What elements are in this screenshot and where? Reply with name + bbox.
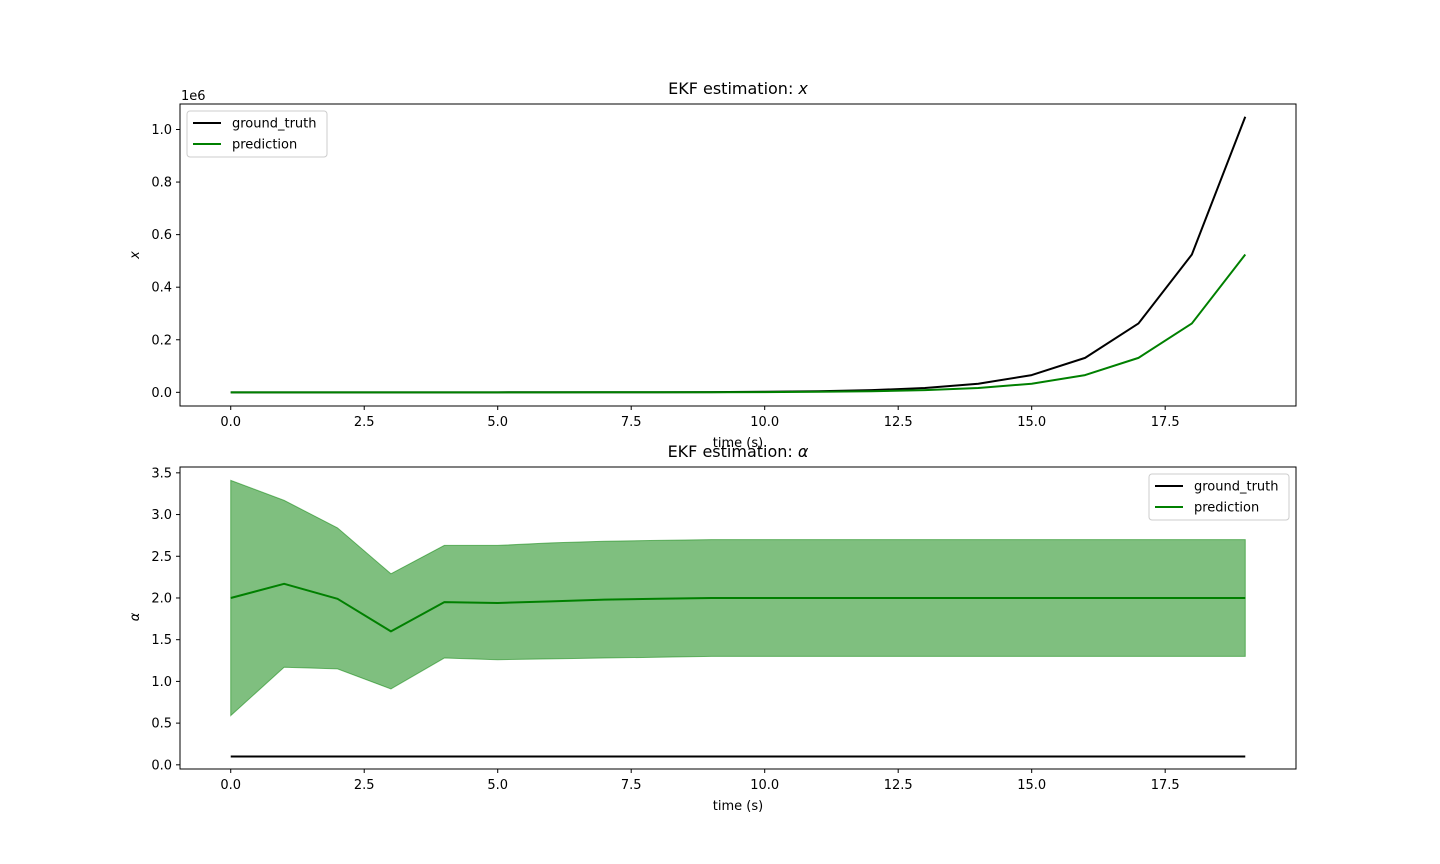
x-tick-label: 17.5	[1151, 778, 1180, 793]
series-line-prediction	[230, 582, 1246, 633]
legend: ground_truth prediction	[1148, 473, 1290, 521]
x-tick-label: 12.5	[884, 415, 913, 430]
legend-label: prediction	[232, 138, 297, 153]
x-ticks: 0.0 2.5 5.0 7.5 10.0 12.5 15.0 17.5	[220, 406, 1180, 430]
y-tick-label: 1.5	[151, 633, 172, 648]
x-axis-label: time (s)	[713, 436, 763, 451]
plot-area	[230, 479, 1246, 758]
offset-label: 1e6	[181, 89, 206, 104]
y-tick-label: 3.0	[151, 508, 172, 523]
y-tick-label: 1.0	[151, 123, 172, 138]
chart-title: EKF estimation: α	[668, 442, 809, 461]
x-tick-label: 7.5	[621, 778, 642, 793]
x-ticks: 0.0 2.5 5.0 7.5 10.0 12.5 15.0 17.5	[220, 769, 1180, 793]
y-tick-label: 1.0	[151, 675, 172, 690]
x-tick-label: 17.5	[1151, 415, 1180, 430]
axes-frame	[179, 103, 1297, 407]
chart-alpha-estimation: EKF estimation: α time (s) α 0.0 2.5 5.0 7.…	[128, 442, 1297, 814]
y-tick-label: 2.0	[151, 591, 172, 606]
x-tick-label: 10.0	[750, 415, 779, 430]
legend-box	[186, 110, 328, 158]
x-tick-label: 15.0	[1017, 415, 1046, 430]
x-tick-label: 10.0	[750, 778, 779, 793]
plot-area	[230, 116, 1247, 394]
y-tick-label: 3.5	[151, 466, 172, 481]
legend-label: prediction	[1194, 501, 1259, 516]
x-tick-label: 15.0	[1017, 778, 1046, 793]
x-tick-label: 2.5	[354, 778, 375, 793]
y-tick-label: 0.0	[151, 758, 172, 773]
y-tick-label: 0.0	[151, 386, 172, 401]
x-tick-label: 0.0	[220, 415, 241, 430]
y-ticks: 0.0 0.5 1.0 1.5 2.0 2.5 3.0 3.5	[151, 466, 180, 773]
y-axis-label: α	[128, 612, 143, 621]
x-axis-label: time (s)	[713, 799, 763, 814]
legend-box	[1148, 473, 1290, 521]
series-line-prediction	[230, 253, 1247, 394]
legend-label: ground_truth	[232, 117, 317, 132]
x-tick-label: 12.5	[884, 778, 913, 793]
y-ticks: 0.0 0.2 0.4 0.6 0.8 1.0	[151, 123, 180, 401]
legend-label: ground_truth	[1194, 480, 1279, 495]
x-tick-label: 0.0	[220, 778, 241, 793]
chart-x-estimation: EKF estimation: x 1e6 time (s) x 0.0 2.5 5…	[128, 79, 1297, 451]
axes-frame	[179, 466, 1297, 770]
x-tick-label: 7.5	[621, 415, 642, 430]
x-tick-label: 2.5	[354, 415, 375, 430]
y-axis-label: x	[128, 251, 143, 260]
x-tick-label: 5.0	[487, 415, 508, 430]
chart-title: EKF estimation: x	[668, 79, 808, 98]
y-tick-label: 0.6	[151, 228, 172, 243]
y-tick-label: 0.5	[151, 717, 172, 732]
y-tick-label: 0.8	[151, 176, 172, 191]
legend: ground_truth prediction	[186, 110, 328, 158]
y-tick-label: 2.5	[151, 550, 172, 565]
y-tick-label: 0.2	[151, 333, 172, 348]
y-tick-label: 0.4	[151, 281, 172, 296]
x-tick-label: 5.0	[487, 778, 508, 793]
